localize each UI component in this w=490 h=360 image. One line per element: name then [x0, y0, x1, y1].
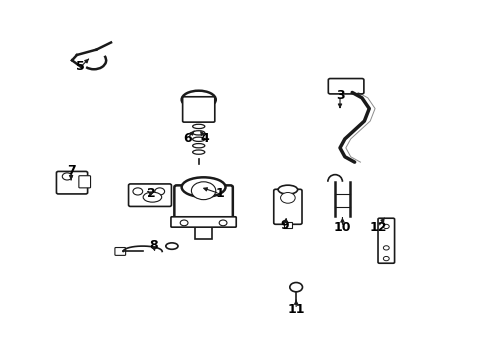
Text: 11: 11	[288, 303, 305, 316]
Text: 2: 2	[147, 187, 156, 200]
Ellipse shape	[182, 177, 225, 197]
Ellipse shape	[193, 131, 205, 135]
Circle shape	[383, 246, 389, 250]
Text: 8: 8	[149, 239, 158, 252]
FancyBboxPatch shape	[378, 218, 394, 263]
FancyBboxPatch shape	[274, 189, 302, 224]
Circle shape	[192, 182, 216, 200]
Ellipse shape	[193, 124, 205, 129]
Circle shape	[155, 188, 165, 195]
Text: 9: 9	[281, 219, 289, 232]
Ellipse shape	[166, 243, 178, 249]
Text: 3: 3	[336, 89, 344, 102]
FancyBboxPatch shape	[79, 176, 91, 188]
Circle shape	[62, 173, 72, 180]
Ellipse shape	[182, 91, 216, 109]
Text: 6: 6	[183, 132, 192, 145]
Circle shape	[383, 256, 389, 261]
Text: 4: 4	[201, 132, 209, 145]
Ellipse shape	[278, 185, 297, 194]
Text: 5: 5	[76, 60, 85, 73]
Text: 10: 10	[334, 221, 351, 234]
Ellipse shape	[193, 137, 205, 141]
Bar	[284, 222, 292, 228]
FancyBboxPatch shape	[128, 184, 171, 206]
Text: 12: 12	[369, 221, 387, 234]
Ellipse shape	[143, 192, 162, 202]
Ellipse shape	[193, 150, 205, 154]
FancyBboxPatch shape	[56, 171, 88, 194]
Circle shape	[281, 193, 295, 203]
FancyBboxPatch shape	[171, 217, 236, 227]
Circle shape	[180, 220, 188, 226]
Circle shape	[219, 220, 227, 226]
Circle shape	[383, 224, 389, 229]
FancyBboxPatch shape	[183, 97, 215, 122]
FancyBboxPatch shape	[174, 185, 233, 225]
Bar	[195, 221, 212, 239]
Text: 1: 1	[215, 187, 224, 200]
FancyBboxPatch shape	[328, 78, 364, 94]
Circle shape	[133, 188, 143, 195]
FancyBboxPatch shape	[115, 248, 125, 255]
Circle shape	[290, 283, 302, 292]
Ellipse shape	[193, 144, 205, 148]
Text: 7: 7	[67, 164, 75, 177]
